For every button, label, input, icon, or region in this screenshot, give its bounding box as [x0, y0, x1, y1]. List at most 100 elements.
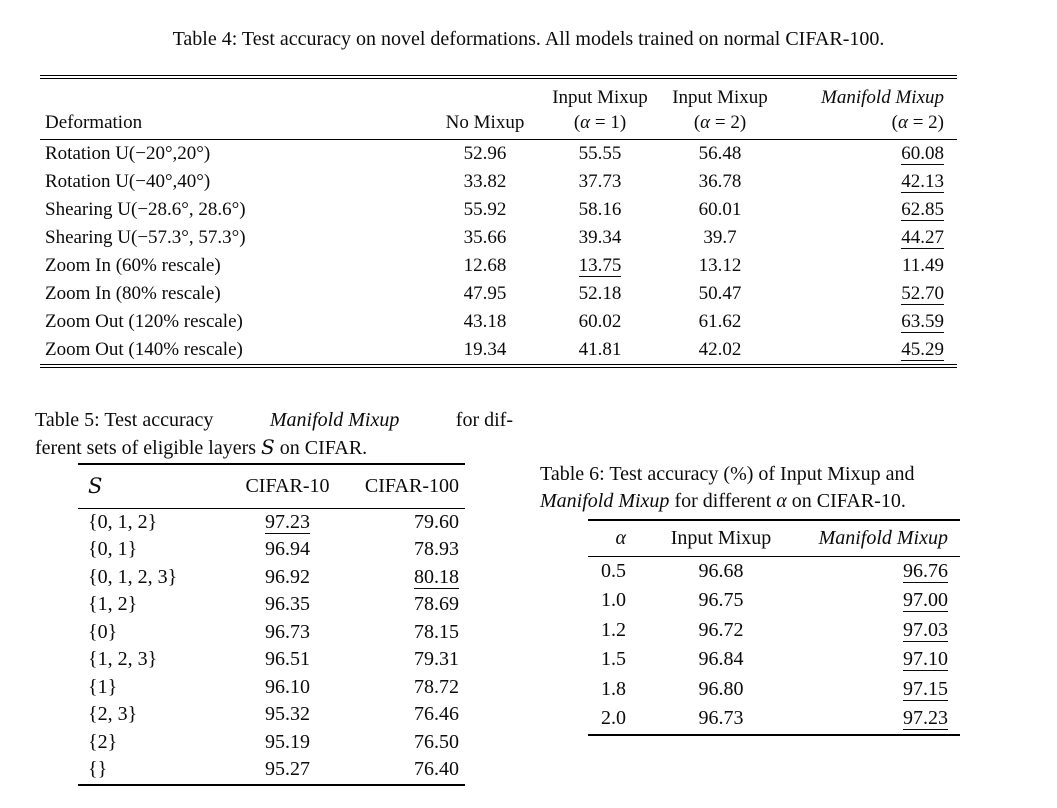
- text-segment: Manifold Mixup: [269, 409, 400, 431]
- text-segment: Deformation: [45, 111, 143, 133]
- cell-value: 13.75: [578, 254, 622, 277]
- cell-value: 96.51: [265, 648, 310, 670]
- table4-body: Rotation U(−20°,20°) 52.96 55.55 56.48 60.08…: [40, 139, 957, 366]
- cell-value: 78.69: [414, 593, 459, 615]
- table-cell: 45.29: [790, 336, 957, 366]
- table-cell: {}: [78, 756, 225, 785]
- cell-value: 95.27: [265, 758, 310, 780]
- table5-header: S CIFAR-10 CIFAR-100: [78, 464, 465, 508]
- table-row: {1, 2, 3} 96.51 79.31: [78, 646, 465, 674]
- cell-value: 19.34: [463, 338, 507, 360]
- column-header-input-mixup-a1: Input Mixup: [550, 77, 650, 110]
- cell-value: 60.08: [901, 142, 944, 165]
- text-segment: Manifold Mixup: [818, 526, 948, 549]
- row-label: Shearing U(−57.3°, 57.3°): [45, 226, 246, 248]
- text-segment: (: [693, 111, 701, 133]
- text-segment: S: [88, 473, 103, 498]
- row-label: Zoom In (80% rescale): [45, 282, 221, 304]
- table-row: Zoom In (60% rescale) 12.68 13.75 13.12 11.4…: [40, 252, 957, 280]
- cell-value: 79.31: [414, 648, 459, 670]
- table-row: Rotation U(−20°,20°) 52.96 55.55 56.48 60.08: [40, 139, 957, 168]
- table-cell: 96.51: [225, 646, 350, 674]
- cell-value: 96.68: [698, 559, 744, 582]
- table6-caption-line-2: Manifold Mixup for different α on CIFAR-…: [540, 488, 1018, 515]
- table-cell: 96.92: [225, 564, 350, 592]
- text-segment: α: [776, 490, 787, 512]
- table-row: Zoom Out (140% rescale) 19.34 41.81 42.02 45…: [40, 336, 957, 366]
- row-label: 2.0: [601, 707, 626, 729]
- table-row: {1} 96.10 78.72: [78, 674, 465, 702]
- column-header-alpha-2: (α = 2): [650, 110, 790, 139]
- row-label: {}: [88, 758, 108, 780]
- cell-value: 60.01: [698, 198, 742, 220]
- row-label: Zoom Out (120% rescale): [45, 310, 243, 332]
- table-cell: 97.03: [816, 616, 960, 646]
- text-segment: Manifold Mixup: [821, 87, 944, 108]
- cell-value: 60.02: [578, 310, 622, 332]
- cell-value: 41.81: [578, 338, 622, 360]
- table-row: Shearing U(−57.3°, 57.3°) 35.66 39.34 39.7 4…: [40, 224, 957, 252]
- text-segment: α: [897, 111, 908, 133]
- table-cell: 55.92: [420, 196, 550, 224]
- cell-value: 76.40: [414, 758, 459, 780]
- row-label: {2}: [88, 730, 118, 753]
- text-segment: on CIFAR.: [274, 437, 368, 459]
- table-cell: 96.73: [626, 704, 816, 735]
- row-label: 1.2: [601, 618, 626, 641]
- table-cell: {1}: [78, 674, 225, 702]
- column-header-layer-set: S: [78, 464, 225, 508]
- cell-value: 52.96: [463, 142, 507, 164]
- table-cell: 56.48: [650, 139, 790, 168]
- table-cell: 78.15: [350, 619, 465, 647]
- table-cell: 52.70: [790, 280, 957, 308]
- table-cell: 41.81: [550, 336, 650, 366]
- row-label: 1.5: [601, 648, 626, 670]
- table-cell: 97.15: [816, 675, 960, 705]
- row-label: {0}: [88, 620, 118, 643]
- table-row: 1.0 96.75 97.00: [588, 586, 960, 616]
- column-header-alpha-1: (α = 1): [550, 110, 650, 139]
- table-cell: Rotation U(−20°,20°): [40, 139, 420, 168]
- table6-caption: Table 6: Test accuracy (%) of Input Mixu…: [540, 461, 1018, 515]
- table-cell: 76.46: [350, 701, 465, 729]
- table-cell: 1.2: [588, 616, 626, 646]
- table-cell: 97.23: [225, 508, 350, 536]
- text-segment: (: [891, 111, 898, 133]
- table-cell: 96.84: [626, 645, 816, 675]
- table-cell: 96.10: [225, 674, 350, 702]
- cell-value: 55.55: [578, 142, 622, 164]
- text-segment: for dif-: [450, 409, 513, 431]
- table-cell: 37.73: [550, 168, 650, 196]
- table-row: Zoom In (80% rescale) 47.95 52.18 50.47 52.7…: [40, 280, 957, 308]
- table-cell: 79.31: [350, 646, 465, 674]
- table-cell: 60.02: [550, 308, 650, 336]
- cell-value: 50.47: [698, 282, 742, 304]
- text-segment: (: [573, 111, 581, 133]
- column-header-no-mixup: No Mixup: [420, 110, 550, 139]
- table-cell: 12.68: [420, 252, 550, 280]
- row-label: {1, 2}: [88, 593, 138, 615]
- table6-body: 0.5 96.68 96.76 1.0 96.75 97.00 1.2 96.72 97.03 1…: [588, 556, 960, 735]
- table-cell: 52.96: [420, 139, 550, 168]
- text-segment: CIFAR-100: [364, 474, 459, 497]
- table-cell: {2}: [78, 729, 225, 757]
- table4-header-row-2: Deformation No Mixup (α = 1) (α = 2) (α …: [40, 110, 957, 139]
- table-cell: 95.19: [225, 729, 350, 757]
- text-segment: Input Mixup: [552, 87, 648, 108]
- column-header-manifold-mixup: Manifold Mixup: [790, 77, 957, 110]
- table4-header-row-1: Input Mixup Input Mixup Manifold Mixup: [40, 77, 957, 110]
- cell-value: 80.18: [414, 565, 459, 589]
- cell-value: 97.00: [903, 589, 948, 612]
- table-cell: {1, 2}: [78, 591, 225, 619]
- column-header-alpha-2b: (α = 2): [790, 110, 957, 139]
- cell-value: 39.34: [578, 226, 622, 248]
- table-cell: 60.01: [650, 196, 790, 224]
- table4-caption: Table 4: Test accuracy on novel deformat…: [172, 28, 885, 50]
- table-cell: 47.95: [420, 280, 550, 308]
- table-cell: 39.7: [650, 224, 790, 252]
- table-row: Shearing U(−28.6°, 28.6°) 55.92 58.16 60.01…: [40, 196, 957, 224]
- table-cell: 39.34: [550, 224, 650, 252]
- table-cell: 0.5: [588, 556, 626, 586]
- cell-value: 62.85: [901, 198, 944, 221]
- text-segment: Table 6: Test accuracy (%) of Input Mixu…: [540, 463, 915, 485]
